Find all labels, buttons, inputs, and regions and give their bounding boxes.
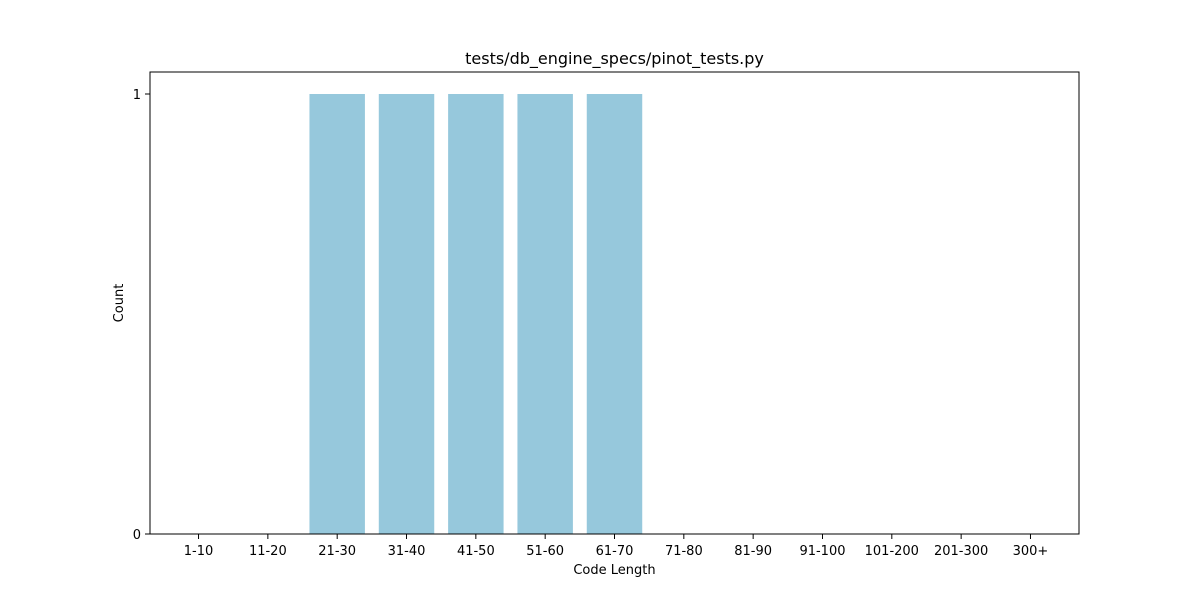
x-axis: 1-10 11-20 21-30 31-40 41-50 51-60 61-70 71-80 8… xyxy=(184,534,1049,559)
x-tick-label: 71-80 xyxy=(665,544,703,559)
x-tick-label: 51-60 xyxy=(526,544,564,559)
y-axis-label: Count xyxy=(112,284,127,323)
x-tick-label: 300+ xyxy=(1013,544,1049,559)
x-tick-label: 31-40 xyxy=(388,544,426,559)
x-tick-label: 21-30 xyxy=(318,544,356,559)
x-tick-label: 61-70 xyxy=(596,544,634,559)
bar-21-30 xyxy=(309,94,365,534)
x-axis-label: Code Length xyxy=(573,563,655,578)
y-tick-label: 1 xyxy=(133,88,141,103)
bar-41-50 xyxy=(448,94,504,534)
x-tick-label: 91-100 xyxy=(799,544,845,559)
bar-51-60 xyxy=(517,94,573,534)
x-tick-label: 11-20 xyxy=(249,544,287,559)
bar-61-70 xyxy=(586,94,643,534)
bar-31-40 xyxy=(378,94,435,534)
x-tick-label: 41-50 xyxy=(457,544,495,559)
x-tick-label: 101-200 xyxy=(865,544,919,559)
x-tick-label: 201-300 xyxy=(934,544,988,559)
y-tick-label: 0 xyxy=(133,528,141,543)
y-axis: 01 xyxy=(133,88,150,543)
x-tick-label: 1-10 xyxy=(184,544,214,559)
bars-layer xyxy=(309,94,643,534)
x-tick-label: 81-90 xyxy=(734,544,772,559)
chart-title: tests/db_engine_specs/pinot_tests.py xyxy=(465,49,764,69)
